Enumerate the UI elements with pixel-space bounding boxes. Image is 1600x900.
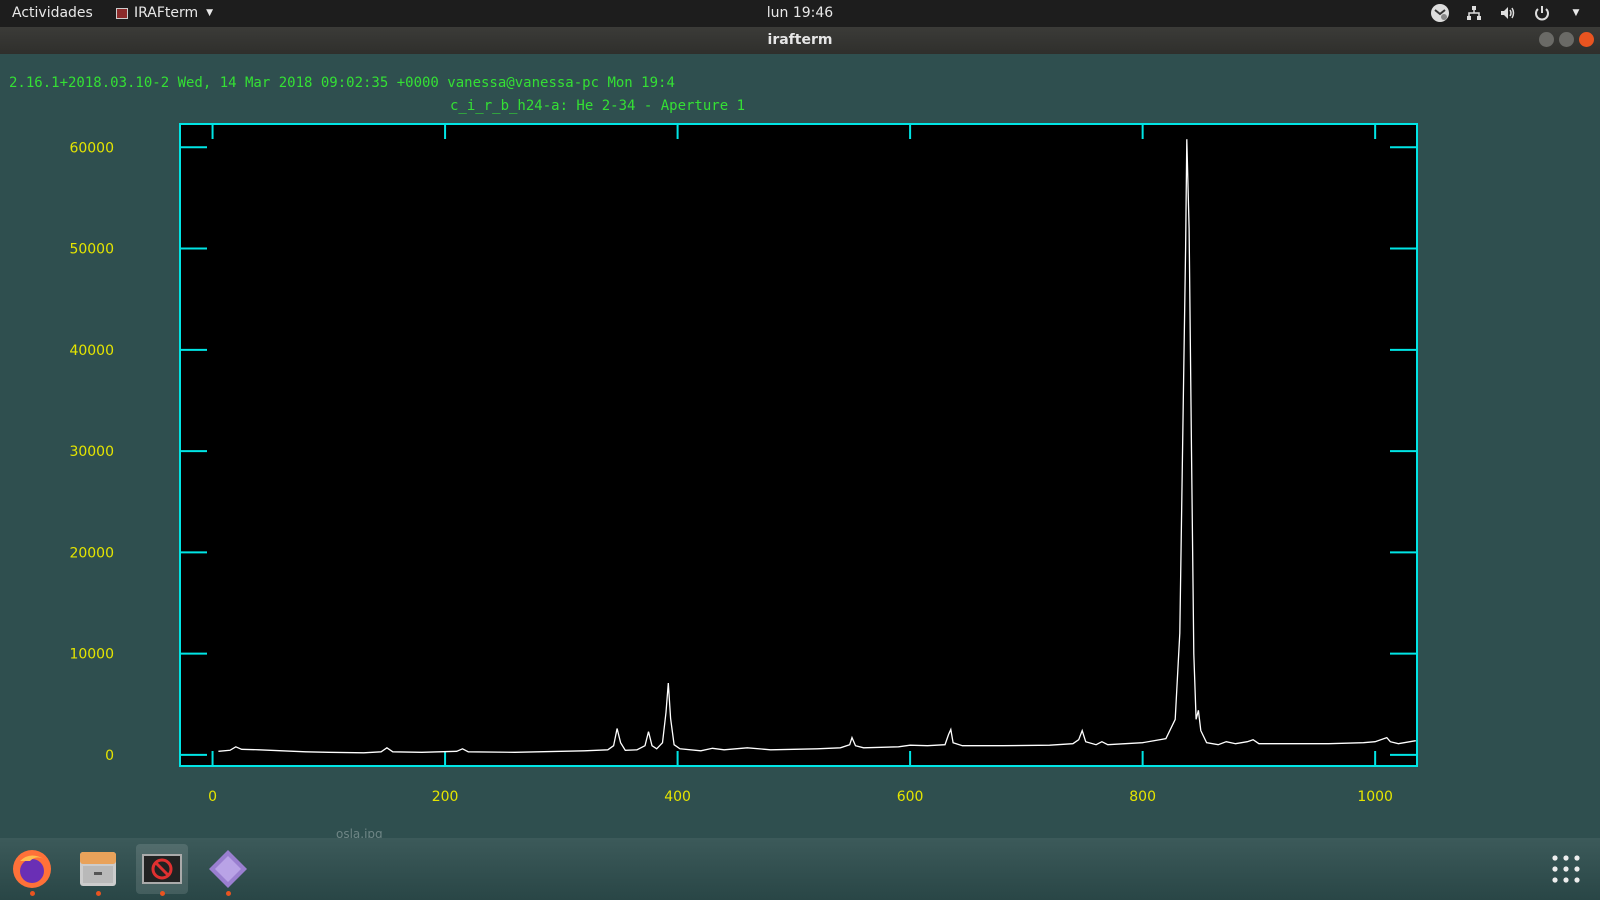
spectrum-plot: 0 200 400 600 800 100001000020000300004000050… <box>69 123 1418 805</box>
dock-files[interactable] <box>72 844 124 896</box>
window-controls <box>1539 32 1594 47</box>
y-tick-label: 0 <box>105 748 114 764</box>
plot-title: c_i_r_b_h24-a: He 2-34 - Aperture 1 <box>450 98 746 114</box>
window-title: irafterm <box>767 32 833 48</box>
activities-button[interactable]: Actividades <box>12 5 93 21</box>
clock[interactable]: lun 19:46 <box>766 5 834 21</box>
dock <box>0 838 1600 900</box>
y-tick-label: 20000 <box>69 545 114 561</box>
x-tick-label: 0 <box>208 789 217 805</box>
irafterm-window[interactable]: 2.16.1+2018.03.10-2 Wed, 14 Mar 2018 09:… <box>0 54 1600 838</box>
firefox-icon <box>13 850 51 888</box>
maximize-button[interactable] <box>1559 32 1574 47</box>
show-apps-icon <box>1552 855 1580 883</box>
x-tick-label: 800 <box>1129 789 1156 805</box>
x-tick-label: 600 <box>897 789 924 805</box>
y-tick-label: 50000 <box>69 242 114 258</box>
network-icon[interactable] <box>1464 3 1484 23</box>
running-indicator <box>96 891 101 896</box>
desktop-file-label: osla.jpg <box>336 827 383 841</box>
volume-icon[interactable] <box>1498 3 1518 23</box>
chevron-down-icon: ▼ <box>206 8 214 18</box>
top-bar: Actividades IRAFterm ▼ lun 19:46 ▼ <box>0 0 1600 27</box>
minimize-button[interactable] <box>1539 32 1554 47</box>
files-icon <box>80 852 116 886</box>
pdf-viewer-icon <box>209 850 247 888</box>
running-indicator <box>30 891 35 896</box>
dock-irafterm[interactable] <box>136 844 188 896</box>
app-menu-label: IRAFterm <box>134 5 199 21</box>
y-tick-label: 60000 <box>69 140 114 156</box>
chevron-down-icon[interactable]: ▼ <box>1572 8 1580 18</box>
y-tick-label: 40000 <box>69 343 114 359</box>
y-tick-label: 30000 <box>69 444 114 460</box>
plot-frame <box>179 123 1418 767</box>
running-indicator <box>160 891 165 896</box>
system-tray: ▼ <box>1430 3 1586 23</box>
mail-notify-icon[interactable] <box>1430 3 1450 23</box>
dock-pdf-viewer[interactable] <box>202 844 254 896</box>
irafterm-app-icon <box>116 7 128 19</box>
window-titlebar[interactable]: irafterm <box>0 27 1600 54</box>
x-tick-label: 200 <box>432 789 459 805</box>
running-indicator <box>226 891 231 896</box>
power-icon[interactable] <box>1532 3 1552 23</box>
dock-firefox[interactable] <box>6 844 58 896</box>
x-tick-label: 400 <box>664 789 691 805</box>
irafterm-icon <box>142 854 182 884</box>
y-tick-label: 10000 <box>69 647 114 663</box>
close-button[interactable] <box>1579 32 1594 47</box>
x-tick-label: 1000 <box>1357 789 1393 805</box>
spectrum-line <box>218 139 1416 754</box>
app-menu[interactable]: IRAFterm ▼ <box>116 5 213 21</box>
show-apps-button[interactable] <box>1550 853 1582 885</box>
plot-header-line: 2.16.1+2018.03.10-2 Wed, 14 Mar 2018 09:… <box>9 75 675 91</box>
